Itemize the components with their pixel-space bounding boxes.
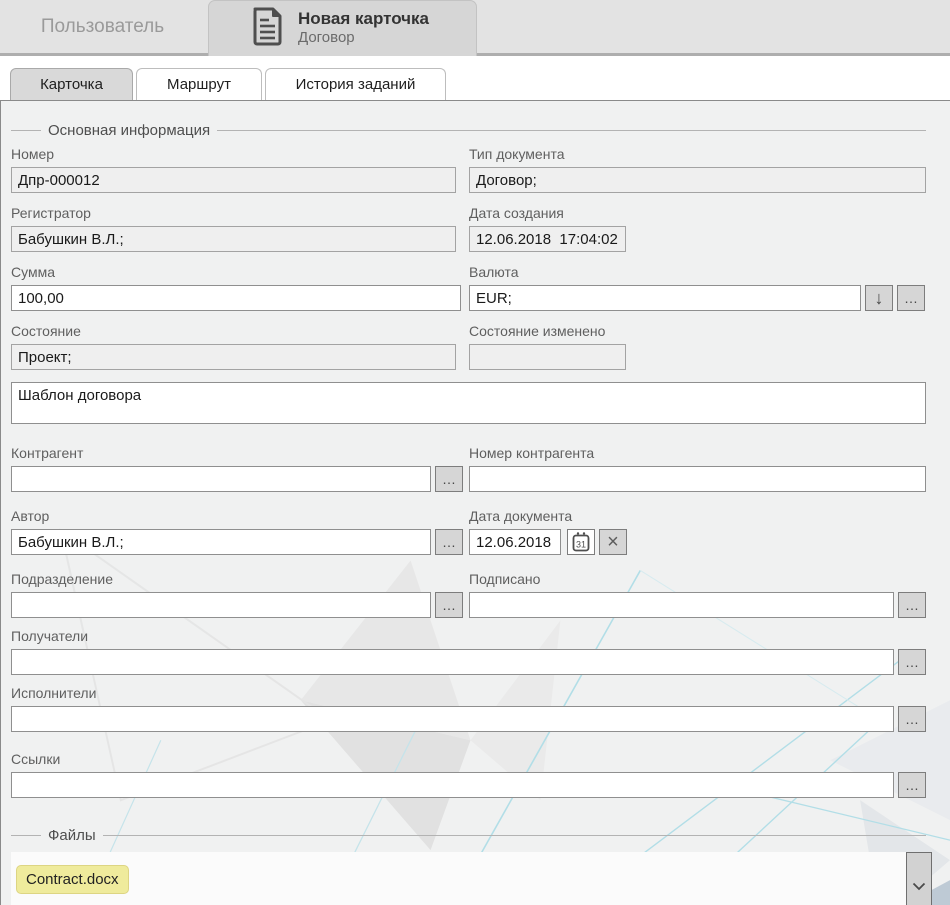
ssylki-lookup-button[interactable]: …: [898, 772, 926, 798]
avtor-field[interactable]: [11, 529, 431, 555]
tab-marshrut[interactable]: Маршрут: [136, 68, 262, 100]
chevron-down-icon: [912, 882, 926, 891]
nomer-field: [11, 167, 456, 193]
ispolniteli-lookup-button[interactable]: …: [898, 706, 926, 732]
tab-istoriya-zadaniy[interactable]: История заданий: [265, 68, 446, 100]
avtor-label: Автор: [11, 508, 50, 524]
files-dropdown-button[interactable]: [906, 852, 932, 905]
ellipsis-icon: …: [904, 290, 918, 306]
avtor-lookup-button[interactable]: …: [435, 529, 463, 555]
window-tab-strip: Пользователь Новая карточка Договор: [0, 0, 950, 56]
tip-dokumenta-field: [469, 167, 926, 193]
ellipsis-icon: …: [442, 534, 456, 550]
ssylki-label: Ссылки: [11, 751, 61, 767]
window-tab-title: Новая карточка: [298, 8, 430, 28]
data-dokumenta-field[interactable]: [469, 529, 561, 555]
nomer-kontragenta-label: Номер контрагента: [469, 445, 595, 461]
ssylki-field[interactable]: [11, 772, 894, 798]
poluchateli-label: Получатели: [11, 628, 89, 644]
files-list[interactable]: Contract.docx: [11, 852, 906, 905]
ellipsis-icon: …: [905, 711, 919, 727]
calendar-icon: 31: [572, 532, 590, 552]
podpisano-label: Подписано: [469, 571, 541, 587]
kontragent-field[interactable]: [11, 466, 431, 492]
calendar-day-number: 31: [576, 540, 586, 550]
sostoyanie-izmeneno-label: Состояние изменено: [469, 323, 606, 339]
group-main-info-label: Основная информация: [48, 121, 211, 139]
window-tab-new-card[interactable]: Новая карточка Договор: [208, 0, 477, 56]
close-icon: ×: [607, 531, 619, 553]
podrazdelenie-lookup-button[interactable]: …: [435, 592, 463, 618]
ispolniteli-label: Исполнители: [11, 685, 97, 701]
sostoyanie-field: [11, 344, 456, 370]
data-sozdaniya-label: Дата создания: [469, 205, 564, 221]
podpisano-field[interactable]: [469, 592, 894, 618]
summa-field[interactable]: [11, 285, 461, 311]
kontragent-label: Контрагент: [11, 445, 84, 461]
podpisano-lookup-button[interactable]: …: [898, 592, 926, 618]
tab-istoriya-zadaniy-label: История заданий: [295, 76, 416, 93]
sostoyanie-label: Состояние: [11, 323, 81, 339]
podrazdelenie-label: Подразделение: [11, 571, 114, 587]
shablon-dogovora-field[interactable]: Шаблон договора: [11, 382, 926, 424]
window-tab-subtitle: Договор: [298, 29, 355, 47]
tab-marshrut-label: Маршрут: [167, 76, 231, 93]
ellipsis-icon: …: [442, 471, 456, 487]
clear-date-button[interactable]: ×: [599, 529, 627, 555]
document-icon: [249, 6, 285, 51]
ellipsis-icon: …: [905, 777, 919, 793]
window-tab-user-label: Пользователь: [40, 15, 165, 37]
nomer-kontragenta-field[interactable]: [469, 466, 926, 492]
window-tab-user[interactable]: Пользователь: [0, 0, 205, 53]
group-main-info: Основная информация: [11, 121, 926, 139]
data-dokumenta-label: Дата документа: [469, 508, 573, 524]
card-panel: Основная информация Номер Тип документа …: [0, 100, 950, 905]
ellipsis-icon: …: [905, 654, 919, 670]
files-area: Contract.docx: [11, 852, 932, 905]
valyuta-field[interactable]: [469, 285, 861, 311]
card-form: Основная информация Номер Тип документа …: [1, 101, 932, 905]
ellipsis-icon: …: [442, 597, 456, 613]
group-files-label: Файлы: [48, 826, 96, 844]
podrazdelenie-field[interactable]: [11, 592, 431, 618]
group-files: Файлы: [11, 826, 926, 844]
valyuta-lookup-button[interactable]: …: [897, 285, 925, 311]
summa-label: Сумма: [11, 264, 55, 280]
file-item-contract[interactable]: Contract.docx: [16, 864, 129, 894]
tip-dokumenta-label: Тип документа: [469, 146, 565, 162]
tab-kartochka[interactable]: Карточка: [10, 68, 133, 100]
ispolniteli-field[interactable]: [11, 706, 894, 732]
valyuta-down-arrow-button[interactable]: ↓: [865, 285, 893, 311]
kontragent-lookup-button[interactable]: …: [435, 466, 463, 492]
registrator-label: Регистратор: [11, 205, 91, 221]
ellipsis-icon: …: [905, 597, 919, 613]
data-sozdaniya-field: [469, 226, 626, 252]
registrator-field: [11, 226, 456, 252]
down-arrow-icon: ↓: [874, 288, 884, 308]
valyuta-label: Валюта: [469, 264, 519, 280]
nomer-label: Номер: [11, 146, 55, 162]
sostoyanie-izmeneno-field: [469, 344, 626, 370]
poluchateli-lookup-button[interactable]: …: [898, 649, 926, 675]
calendar-picker-button[interactable]: 31: [567, 529, 595, 555]
tab-kartochka-label: Карточка: [40, 76, 103, 93]
poluchateli-field[interactable]: [11, 649, 894, 675]
card-tab-bar: Карточка Маршрут История заданий: [0, 56, 950, 100]
